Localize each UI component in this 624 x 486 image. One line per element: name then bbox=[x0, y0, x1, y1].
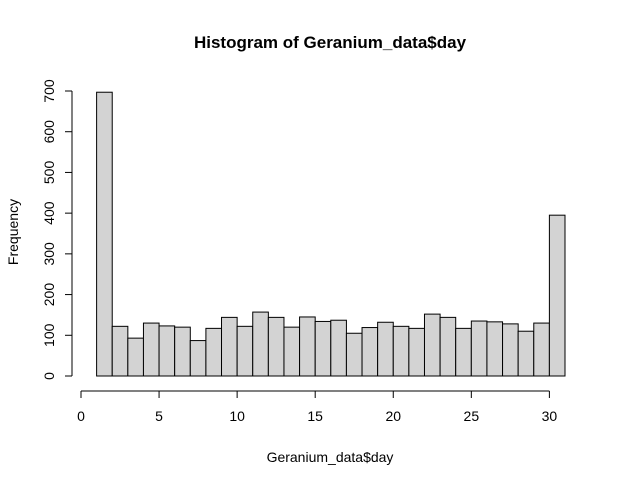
histogram-bar bbox=[174, 326, 191, 377]
histogram-bar bbox=[252, 311, 269, 377]
histogram-bar bbox=[205, 327, 223, 377]
histogram-bar bbox=[548, 214, 566, 377]
x-tick-label: 15 bbox=[307, 408, 323, 424]
histogram-bar bbox=[392, 325, 410, 377]
x-tick-label: 0 bbox=[77, 408, 85, 424]
y-tick-label: 300 bbox=[41, 242, 57, 266]
x-tick-label: 5 bbox=[155, 408, 163, 424]
histogram-bar bbox=[299, 316, 316, 377]
histogram-bar bbox=[142, 322, 160, 377]
x-tick-label: 25 bbox=[464, 408, 480, 424]
y-tick-label: 200 bbox=[41, 283, 57, 307]
y-tick-label: 700 bbox=[41, 79, 57, 103]
y-tick-label: 400 bbox=[41, 201, 57, 225]
histogram-bar bbox=[283, 326, 301, 377]
histogram-bar bbox=[158, 325, 176, 377]
histogram-bar bbox=[486, 321, 504, 377]
chart-title: Histogram of Geranium_data$day bbox=[194, 33, 467, 52]
x-axis-label: Geranium_data$day bbox=[267, 449, 394, 465]
histogram-bar bbox=[345, 332, 363, 377]
y-axis-label: Frequency bbox=[5, 199, 21, 265]
histogram-bar bbox=[96, 91, 113, 377]
y-tick-label: 500 bbox=[41, 161, 57, 185]
y-tick-label: 0 bbox=[41, 372, 57, 380]
histogram-bar bbox=[127, 337, 144, 377]
histogram-bar bbox=[267, 316, 285, 377]
histogram-bar bbox=[377, 321, 394, 377]
histogram-bar bbox=[236, 325, 254, 377]
x-axis: 0 5 10 15 20 25 30 bbox=[77, 390, 558, 424]
histogram-bar bbox=[330, 319, 347, 377]
histogram-bar bbox=[314, 320, 332, 377]
x-tick-label: 30 bbox=[542, 408, 558, 424]
histogram-bar bbox=[517, 330, 535, 377]
histogram-bar bbox=[455, 327, 472, 377]
y-axis: 0 100 200 300 400 500 600 700 bbox=[41, 79, 73, 380]
y-tick-label: 100 bbox=[41, 323, 57, 347]
x-tick-label: 10 bbox=[229, 408, 245, 424]
histogram-bar bbox=[533, 322, 550, 377]
histogram-bar bbox=[502, 323, 519, 377]
histogram-bar bbox=[423, 313, 441, 377]
histogram-bar bbox=[408, 327, 425, 377]
histogram-bar bbox=[361, 327, 379, 377]
y-tick-label: 600 bbox=[41, 120, 57, 144]
histogram-bar bbox=[189, 340, 207, 377]
histogram-bar bbox=[111, 325, 129, 377]
histogram-bar bbox=[470, 320, 488, 377]
histogram-bar bbox=[439, 316, 457, 377]
bars-group bbox=[96, 91, 566, 377]
histogram-bar bbox=[221, 316, 238, 377]
x-tick-label: 20 bbox=[385, 408, 401, 424]
